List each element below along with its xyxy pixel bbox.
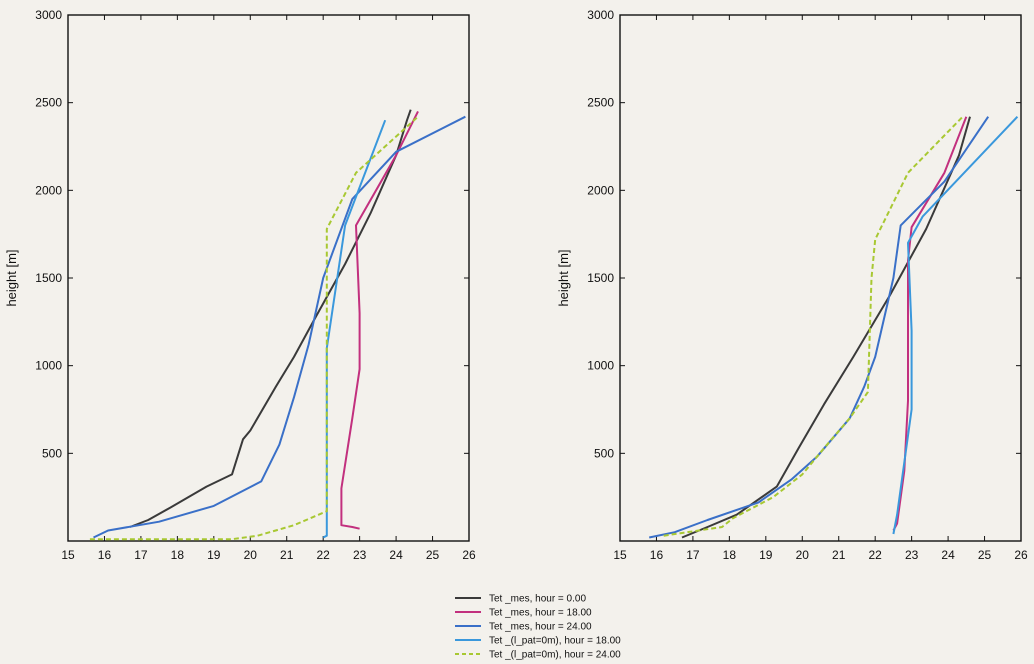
x-tick-label: 18 bbox=[723, 548, 737, 562]
y-tick-label: 1500 bbox=[587, 271, 614, 285]
legend-label: Tet _mes, hour = 18.00 bbox=[489, 608, 592, 619]
x-tick-label: 15 bbox=[61, 548, 75, 562]
series-line bbox=[129, 109, 412, 528]
plot-frame bbox=[67, 14, 470, 542]
y-tick-label: 500 bbox=[42, 446, 62, 460]
y-tick-label: 3000 bbox=[35, 8, 62, 22]
x-tick-label: 25 bbox=[426, 548, 440, 562]
series-line bbox=[89, 115, 419, 541]
y-axis-label: height [m] bbox=[4, 249, 19, 306]
series-line bbox=[663, 116, 964, 537]
y-tick-label: 3000 bbox=[587, 8, 614, 22]
y-tick-label: 2000 bbox=[587, 183, 614, 197]
x-tick-label: 20 bbox=[796, 548, 810, 562]
chart-panel-right: 15 16 17 18 19 20 21 22 23 24 25 26 500 1000 1500 2000 2… bbox=[556, 8, 1028, 562]
series-line bbox=[648, 116, 990, 539]
y-tick-label: 2500 bbox=[587, 96, 614, 110]
y-tick-label: 1500 bbox=[35, 271, 62, 285]
chart-panel-left: 15 16 17 18 19 20 21 22 23 24 25 26 500 1000 1500 2000 2… bbox=[4, 8, 476, 562]
x-tick-label: 23 bbox=[905, 548, 919, 562]
x-tick-label: 19 bbox=[207, 548, 221, 562]
series-line bbox=[681, 116, 971, 539]
x-tick-label: 19 bbox=[759, 548, 773, 562]
x-tick-label: 16 bbox=[98, 548, 112, 562]
x-tick-label: 21 bbox=[280, 548, 294, 562]
series-line bbox=[892, 116, 968, 531]
x-tick-label: 26 bbox=[462, 548, 476, 562]
x-tick-label: 18 bbox=[171, 548, 185, 562]
chart-legend: Tet _mes, hour = 0.00 Tet _mes, hour = 18… bbox=[455, 594, 621, 661]
series-line bbox=[892, 116, 1019, 535]
y-tick-label: 2000 bbox=[35, 183, 62, 197]
plot-frame bbox=[619, 14, 1022, 542]
x-tick-label: 20 bbox=[244, 548, 258, 562]
legend-label: Tet _(l_pat=0m), hour = 18.00 bbox=[489, 636, 621, 647]
x-tick-label: 24 bbox=[389, 548, 403, 562]
x-tick-label: 16 bbox=[650, 548, 664, 562]
x-tick-label: 24 bbox=[941, 548, 955, 562]
x-tick-label: 26 bbox=[1014, 548, 1028, 562]
legend-label: Tet _(l_pat=0m), hour = 24.00 bbox=[489, 650, 621, 661]
series-line bbox=[93, 115, 466, 539]
x-tick-label: 17 bbox=[686, 548, 700, 562]
x-tick-label: 17 bbox=[134, 548, 148, 562]
x-tick-label: 23 bbox=[353, 548, 367, 562]
x-tick-label: 25 bbox=[978, 548, 992, 562]
y-tick-label: 500 bbox=[594, 446, 614, 460]
legend-label: Tet _mes, hour = 0.00 bbox=[489, 594, 586, 605]
y-axis-label: height [m] bbox=[556, 249, 571, 306]
x-tick-label: 22 bbox=[317, 548, 331, 562]
legend-label: Tet _mes, hour = 24.00 bbox=[489, 622, 592, 633]
x-tick-label: 22 bbox=[869, 548, 883, 562]
y-tick-label: 2500 bbox=[35, 96, 62, 110]
y-tick-label: 1000 bbox=[35, 359, 62, 373]
x-tick-label: 15 bbox=[613, 548, 627, 562]
series-line bbox=[322, 119, 387, 539]
x-tick-label: 21 bbox=[832, 548, 846, 562]
y-tick-label: 1000 bbox=[587, 359, 614, 373]
series-line bbox=[340, 110, 419, 530]
